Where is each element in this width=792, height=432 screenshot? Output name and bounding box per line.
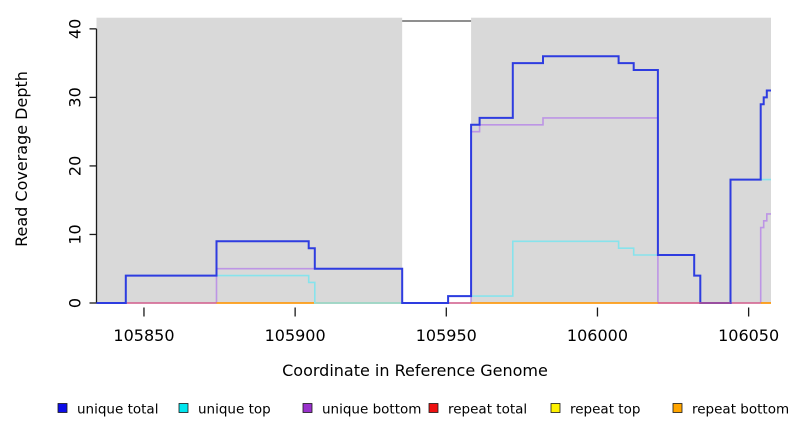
y-tick-label: 40	[66, 19, 85, 39]
y-axis: 0 10 20 30 40	[66, 19, 98, 308]
legend: unique total unique top unique bottom repea…	[57, 402, 789, 418]
x-axis-title: Coordinate in Reference Genome	[282, 361, 548, 380]
legend-label-repeat-total: repeat total	[448, 402, 527, 418]
y-tick-label: 20	[66, 156, 85, 176]
x-tick-label: 106000	[567, 326, 628, 345]
legend-swatch-unique-top	[178, 403, 189, 413]
x-tick-label: 106050	[718, 326, 779, 345]
legend-label-unique-bottom: unique bottom	[322, 402, 421, 418]
x-tick-label: 105900	[265, 326, 326, 345]
x-axis: 105850 105900 105950 106000 106050	[113, 307, 779, 345]
x-tick-label: 105850	[113, 326, 174, 345]
y-axis-title: Read Coverage Depth	[12, 71, 31, 247]
repeat-region-2	[471, 17, 771, 303]
legend-swatch-repeat-bottom	[672, 403, 683, 413]
legend-swatch-repeat-top	[550, 403, 561, 413]
legend-swatch-unique-total	[57, 403, 68, 413]
series-line-unique-total	[96, 55, 771, 304]
shaded-regions	[96, 17, 771, 303]
legend-swatch-unique-bottom	[302, 403, 313, 413]
y-tick-label: 10	[66, 224, 85, 244]
series-lines	[96, 55, 771, 304]
y-tick-label: 0	[66, 298, 85, 308]
legend-swatch-repeat-total	[428, 403, 439, 413]
x-tick-label: 105950	[416, 326, 477, 345]
legend-label-unique-total: unique total	[77, 402, 158, 418]
repeat-region-1	[96, 17, 403, 303]
legend-label-repeat-top: repeat top	[570, 402, 640, 418]
legend-label-unique-top: unique top	[198, 402, 271, 418]
y-tick-label: 30	[66, 87, 85, 107]
legend-label-repeat-bottom: repeat bottom	[692, 402, 789, 418]
